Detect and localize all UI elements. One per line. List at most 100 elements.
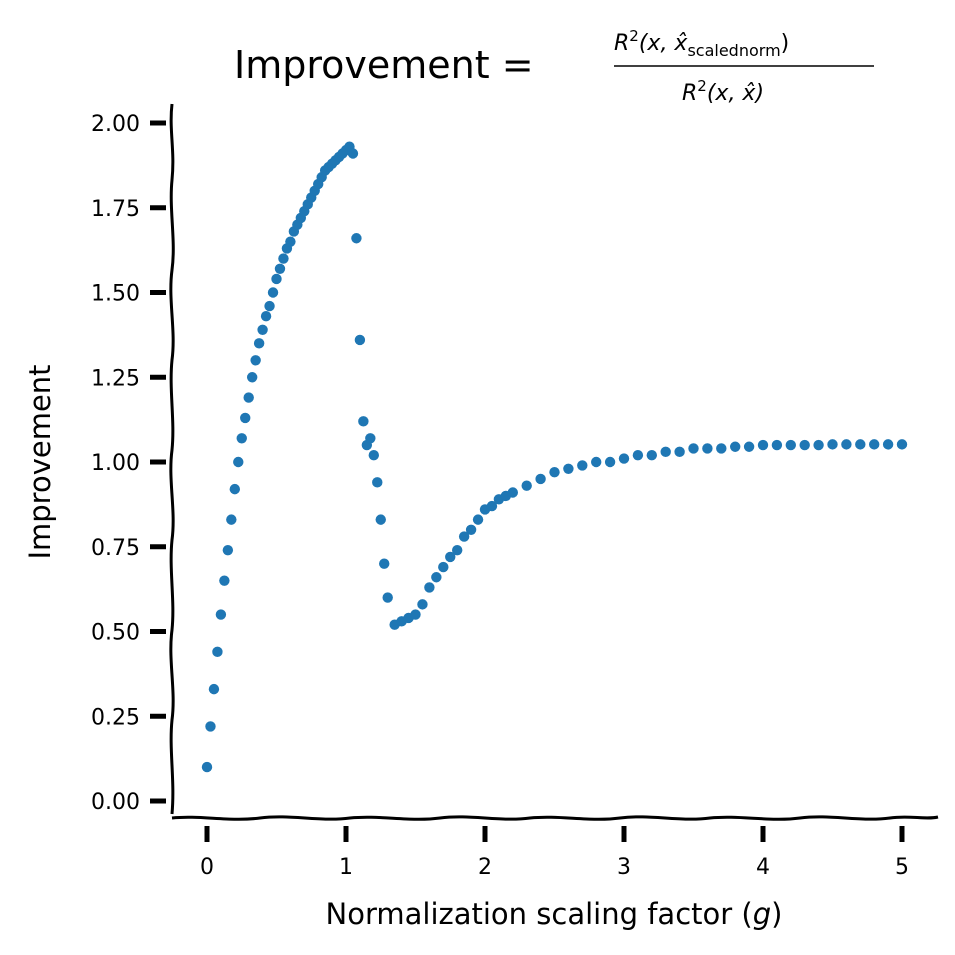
data-point [771,439,783,451]
x-tick-group: 0 1 2 3 4 5 [200,826,909,880]
data-point [285,236,296,247]
data-point [869,439,880,450]
data-point [267,287,279,298]
numerator-args: (x, x̂ [639,31,689,56]
data-point [438,561,449,573]
x-tick-label: 2 [478,855,492,880]
title-numerator: R2(x, x̂scalednorm) [614,27,789,60]
data-point [219,575,230,586]
data-point [632,450,644,461]
data-point [521,480,532,491]
data-point [674,446,685,458]
data-point [212,646,223,658]
data-point [458,531,470,542]
y-axis-title: Improvement [23,364,57,559]
data-point [757,439,769,451]
data-point [240,412,251,424]
data-point [358,416,369,427]
data-point [716,443,727,454]
y-tick-group: 0.00 0.25 0.50 0.75 1.00 1.25 1.50 1.75 2.00 [91,112,166,815]
data-point [257,324,268,335]
data-point [208,683,220,695]
numerator-exp: 2 [629,27,639,45]
numerator-r: R [614,31,629,56]
data-point [229,483,240,495]
data-point [379,558,390,569]
data-point [222,544,234,556]
data-point [896,439,908,450]
x-tick-label: 3 [617,855,631,880]
data-point [365,433,376,444]
x-tick-label: 1 [339,855,353,880]
data-point [253,338,265,349]
y-tick-label: 2.00 [91,112,140,137]
x-axis-title-end: ) [771,897,782,931]
x-axis-title: Normalization scaling factor (g) [326,897,783,931]
y-tick-label: 1.75 [91,197,140,222]
data-point [452,544,463,556]
data-point [507,487,518,498]
data-point [372,477,383,488]
data-point [813,439,824,451]
data-point [424,582,435,593]
data-point [233,456,244,468]
title-denominator: R2(x, x̂) [682,77,764,106]
data-point [274,263,286,274]
data-point [417,599,428,610]
data-point [382,592,393,603]
x-tick-label: 5 [895,855,909,880]
data-point [730,441,741,452]
data-point [535,473,546,485]
data-point [250,355,261,366]
data-point [260,311,272,322]
y-tick-label: 0.00 [91,790,140,815]
data-point [702,443,713,454]
data-point [882,439,894,450]
chart-title: Improvement = R2(x, x̂scalednorm) R2(x, … [234,27,874,106]
denominator-exp: 2 [697,77,707,95]
y-axis-spine [169,103,175,815]
data-point [347,148,359,159]
data-point [215,609,227,620]
data-point [445,551,456,563]
data-point [563,463,574,474]
x-axis-title-var: g [753,897,771,931]
data-point [354,334,366,346]
data-point [375,514,386,525]
data-point [264,300,275,312]
data-point [604,456,616,468]
x-axis-title-text: Normalization scaling factor ( [326,897,753,931]
data-point [827,439,838,450]
data-point [465,524,477,535]
data-point [271,273,282,285]
data-point [246,372,258,383]
data-point [618,453,630,464]
data-point [410,609,421,620]
y-tick-label: 1.00 [91,451,140,476]
data-point [243,392,254,403]
x-axis-spine [171,815,939,821]
data-point [278,253,289,264]
data-point [799,439,810,451]
x-tick-label: 0 [200,855,214,880]
data-point [743,441,755,452]
scatter-points [201,141,908,773]
data-point [486,500,498,512]
numerator-sub: scalednorm [687,41,780,60]
data-point [201,761,213,773]
numerator-close: ) [781,31,790,56]
chart-title-text: Improvement = [234,43,534,87]
y-tick-label: 0.75 [91,536,140,561]
x-tick-label: 4 [756,855,770,880]
data-point [351,233,362,244]
data-point [236,433,247,444]
denominator-r: R [682,81,697,106]
data-point [785,439,796,451]
data-point [226,514,237,525]
data-point [431,572,442,583]
y-tick-label: 1.25 [91,366,140,391]
denominator-args: (x, x̂) [707,81,764,106]
data-point [577,460,588,471]
y-tick-label: 0.50 [91,621,140,646]
